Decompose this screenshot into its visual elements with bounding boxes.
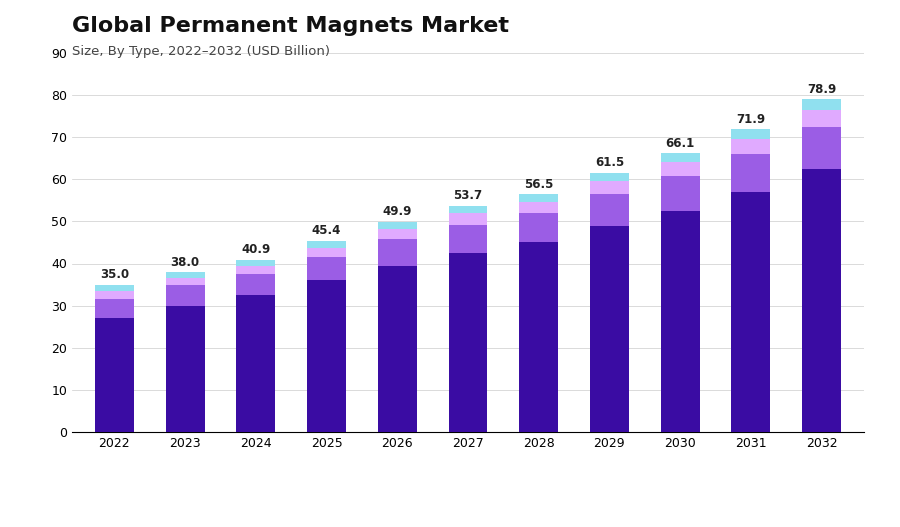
Text: ꝏ: ꝏ (684, 483, 708, 503)
Bar (661, 176, 699, 211)
Bar (95, 291, 134, 299)
Text: 78.9: 78.9 (807, 83, 836, 96)
Bar (378, 229, 417, 239)
Text: 66.1: 66.1 (665, 137, 695, 150)
Bar (448, 253, 488, 432)
Bar (95, 318, 134, 432)
Text: $78.9B: $78.9B (486, 479, 595, 507)
Bar (661, 211, 699, 432)
Bar (590, 194, 629, 226)
Text: 35.0: 35.0 (100, 268, 129, 281)
Text: The Market will Grow
At the CAGR of:: The Market will Grow At the CAGR of: (27, 479, 176, 507)
Bar (732, 139, 770, 154)
Bar (307, 257, 346, 280)
Bar (590, 181, 629, 194)
Legend: Ferrite Magnet, Neodymium Iron Boron Magnet, Aluminum Nickel Cobalt Magnet, Sama: Ferrite Magnet, Neodymium Iron Boron Mag… (78, 0, 301, 5)
Bar (166, 306, 204, 432)
Bar (519, 194, 558, 202)
Bar (307, 248, 346, 257)
Bar (95, 299, 134, 318)
Bar (590, 226, 629, 432)
Text: 45.4: 45.4 (312, 225, 341, 237)
Text: Size, By Type, 2022–2032 (USD Billion): Size, By Type, 2022–2032 (USD Billion) (72, 45, 330, 58)
Text: 53.7: 53.7 (454, 189, 482, 202)
Bar (166, 286, 204, 306)
Bar (519, 242, 558, 432)
Bar (237, 274, 275, 295)
Text: The forecasted market
size for 2032 in USD:: The forecasted market size for 2032 in U… (297, 479, 456, 507)
Bar (166, 272, 204, 278)
Text: market.us: market.us (720, 482, 806, 497)
Text: 49.9: 49.9 (382, 206, 412, 218)
Bar (448, 206, 488, 213)
Text: 56.5: 56.5 (524, 178, 554, 191)
Bar (732, 192, 770, 432)
Bar (378, 266, 417, 432)
Bar (802, 111, 841, 128)
Bar (519, 213, 558, 242)
Bar (307, 241, 346, 248)
Bar (590, 173, 629, 181)
Text: 38.0: 38.0 (171, 256, 200, 269)
Bar (661, 162, 699, 176)
Bar (802, 128, 841, 169)
Bar (95, 285, 134, 291)
Bar (378, 239, 417, 266)
Bar (237, 295, 275, 432)
Bar (378, 222, 417, 229)
Text: Global Permanent Magnets Market: Global Permanent Magnets Market (72, 16, 509, 36)
Text: 61.5: 61.5 (595, 157, 624, 170)
Bar (732, 154, 770, 192)
Text: 71.9: 71.9 (736, 113, 765, 125)
Bar (237, 266, 275, 274)
Text: 8.7%: 8.7% (198, 479, 275, 507)
Bar (802, 169, 841, 432)
Bar (307, 280, 346, 432)
Bar (166, 278, 204, 286)
Bar (237, 260, 275, 266)
Bar (448, 225, 488, 253)
Bar (448, 213, 488, 225)
Text: ONE STOP SHOP FOR THE REPORTS: ONE STOP SHOP FOR THE REPORTS (720, 505, 855, 514)
Text: 40.9: 40.9 (241, 243, 271, 256)
Bar (519, 202, 558, 213)
Bar (802, 100, 841, 111)
Bar (661, 153, 699, 162)
Bar (732, 129, 770, 139)
